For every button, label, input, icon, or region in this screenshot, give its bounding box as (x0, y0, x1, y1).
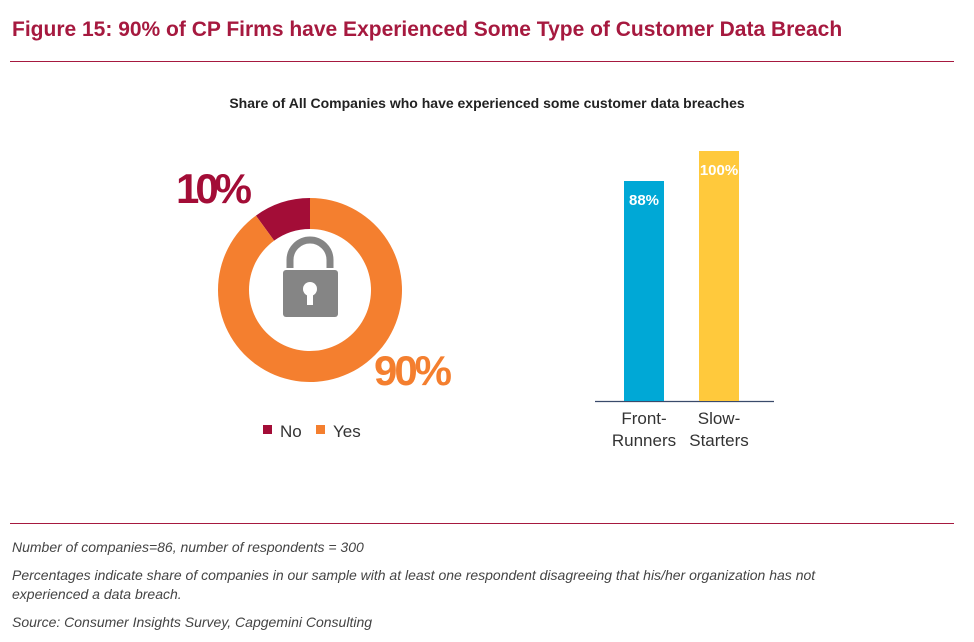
padlock-keyhole-slot-icon (307, 292, 313, 305)
bar-value-label-1: 100% (700, 162, 738, 179)
data-label-no: 10% (176, 165, 252, 212)
footer-divider (10, 523, 954, 524)
legend-label-no: No (280, 422, 302, 441)
note-percentages-2: experienced a data breach. (12, 586, 182, 602)
bar-1 (699, 151, 739, 401)
legend-swatch-no (263, 425, 272, 434)
padlock-keyhole-icon (303, 282, 317, 296)
x-tick-label-1-1: Starters (689, 431, 749, 450)
legend-label-yes: Yes (333, 422, 361, 441)
chart-subtitle: Share of All Companies who have experien… (229, 95, 745, 111)
chart-canvas: 10% 90% No Yes 88% Front- Runners 100% Slow- Star… (176, 151, 774, 450)
donut-slice-yes (217, 198, 402, 382)
legend-swatch-yes (316, 425, 325, 434)
x-tick-label-1-0: Slow- (698, 409, 741, 428)
data-label-yes: 90% (374, 347, 452, 394)
note-percentages-1: Percentages indicate share of companies … (12, 567, 816, 583)
title-divider (10, 61, 954, 62)
open-padlock-icon (286, 236, 334, 268)
figure-title: Figure 15: 90% of CP Firms have Experien… (12, 18, 843, 41)
bar-0 (624, 181, 664, 401)
donut-slice-no (255, 198, 310, 241)
note-source: Source: Consumer Insights Survey, Capgem… (12, 614, 373, 630)
x-tick-label-0-0: Front- (621, 409, 666, 428)
bar-value-label-0: 88% (629, 192, 659, 209)
x-tick-label-0-1: Runners (612, 431, 676, 450)
note-sample: Number of companies=86, number of respon… (12, 539, 364, 555)
